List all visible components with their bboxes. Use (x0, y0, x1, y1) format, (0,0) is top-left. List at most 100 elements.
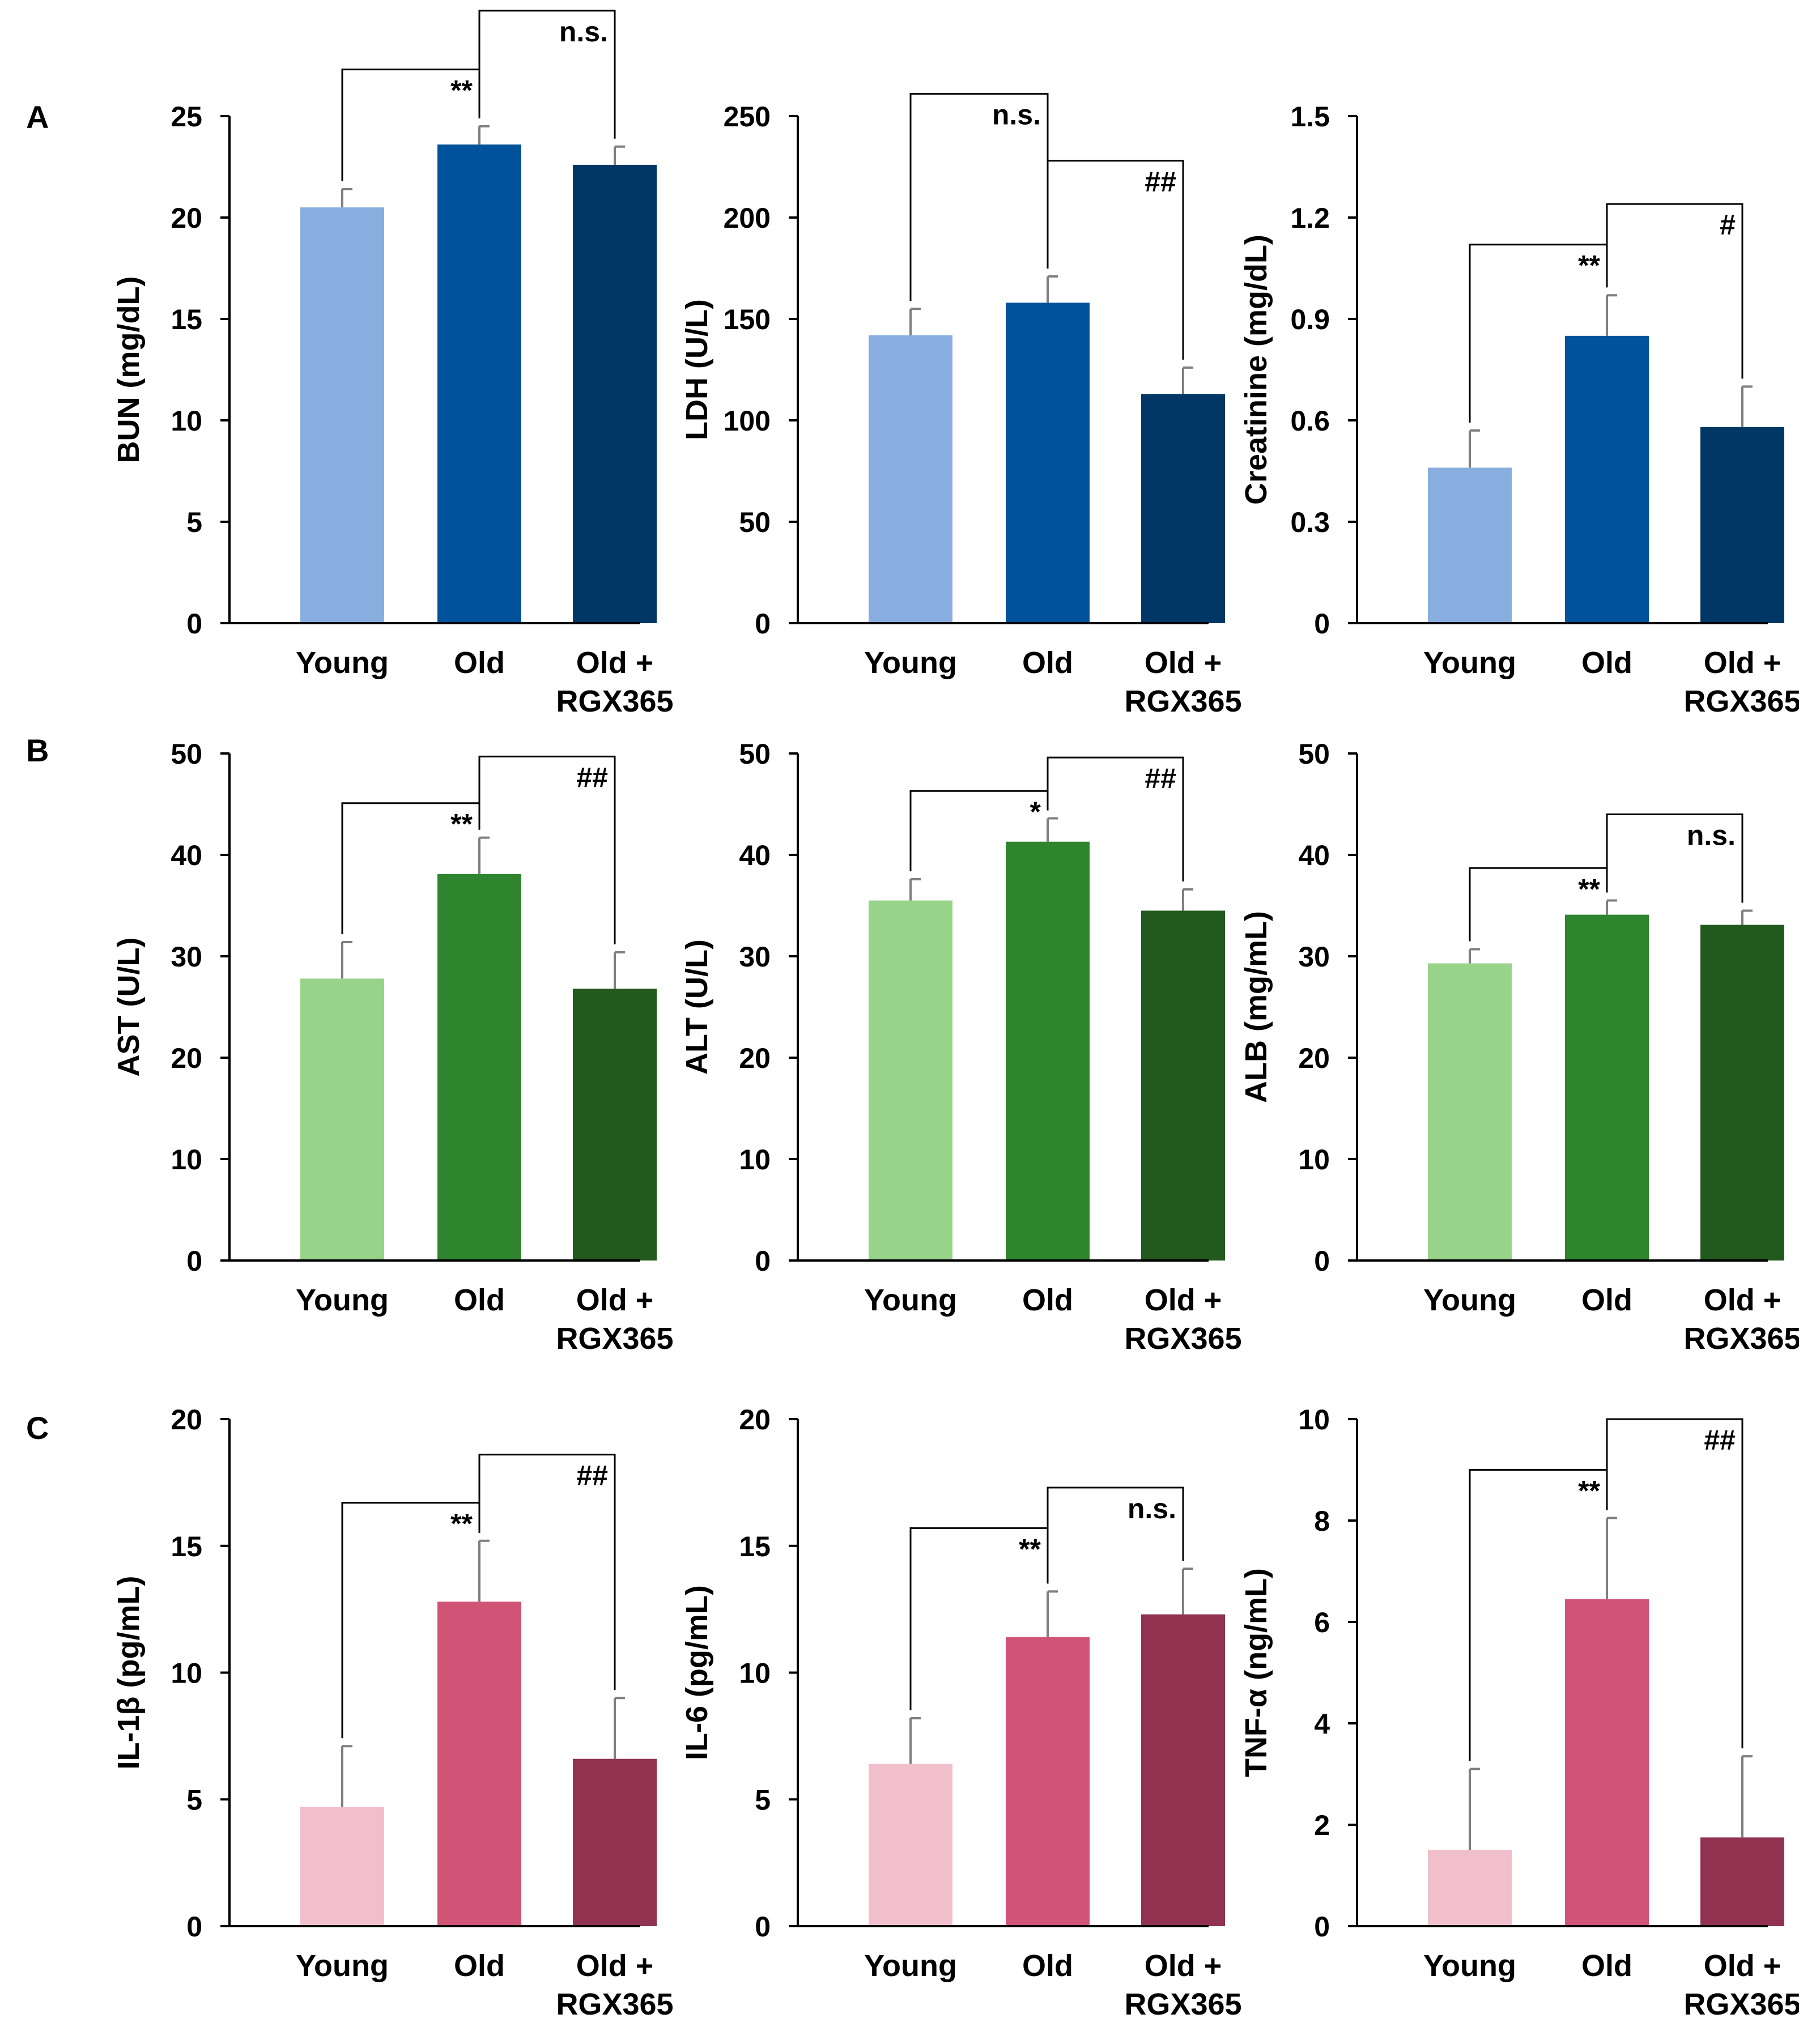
significance-label: ** (1019, 1533, 1041, 1565)
significance-label: n.s. (1128, 1493, 1176, 1525)
bar (573, 989, 657, 1261)
significance-label: n.s. (559, 16, 608, 48)
bar (1428, 467, 1512, 623)
bar (1700, 1837, 1784, 1926)
y-tick-label: 40 (1298, 840, 1330, 871)
significance-bracket (1606, 1418, 1743, 1749)
x-tick-label: RGX365 (1124, 684, 1241, 718)
chart-9: 0 2 4 6 8 10 TNF-α (ng/mL) Young Old Old + RGX365 *… (1239, 1404, 1799, 2021)
y-tick-label: 100 (724, 405, 771, 437)
y-axis-label: LDH (U/L) (680, 299, 714, 440)
y-tick-label: 50 (1298, 738, 1330, 770)
y-tick-label: 1.5 (1290, 101, 1330, 133)
y-tick-label: 5 (186, 506, 202, 538)
significance-label: ** (1578, 250, 1600, 282)
x-tick-label: RGX365 (1683, 1322, 1799, 1356)
y-tick-label: 30 (739, 941, 771, 973)
bar (869, 1764, 952, 1926)
significance-label: ** (450, 75, 473, 107)
y-axis-label: ALB (mg/mL) (1239, 911, 1273, 1103)
bar (573, 1758, 657, 1926)
y-tick-label: 10 (1298, 1404, 1330, 1436)
y-tick-label: 10 (739, 1658, 771, 1689)
bar (1565, 335, 1649, 623)
x-tick-label: Young (864, 1949, 957, 1983)
significance-label: ## (576, 1460, 608, 1492)
y-tick-label: 8 (1314, 1505, 1330, 1537)
y-tick-label: 50 (171, 738, 202, 770)
y-tick-label: 0 (1314, 1911, 1330, 1943)
x-tick-label: Young (1423, 1949, 1516, 1983)
significance-label: ** (1578, 873, 1600, 905)
y-tick-label: 20 (739, 1404, 771, 1436)
y-tick-label: 15 (171, 304, 202, 335)
x-tick-label: Young (296, 1949, 389, 1983)
chart-8: 0 5 10 15 20 IL-6 (pg/mL) Young Old Old + RGX365 *… (680, 1404, 1242, 2021)
x-tick-label: Old (1581, 646, 1632, 680)
chart-7: 0 5 10 15 20 IL-1β (pg/mL) Young Old Old + RGX365… (112, 1404, 674, 2021)
x-tick-label: Young (1423, 646, 1516, 680)
bar (1428, 1850, 1512, 1926)
y-tick-label: 5 (755, 1784, 771, 1816)
x-tick-label: Young (1423, 1283, 1516, 1317)
x-tick-label: RGX365 (556, 684, 673, 718)
bar (300, 1807, 384, 1926)
y-tick-label: 15 (739, 1531, 771, 1562)
y-tick-label: 20 (171, 1042, 202, 1074)
y-tick-label: 40 (171, 840, 202, 871)
y-tick-label: 10 (171, 405, 202, 437)
bar (1006, 841, 1090, 1261)
y-axis-label: IL-6 (pg/mL) (680, 1585, 714, 1760)
chart-6: 0 10 20 30 40 50 ALB (mg/mL) Young Old Old + RGX36… (1239, 738, 1799, 1356)
y-tick-label: 0 (186, 1245, 202, 1277)
chart-2: 0 50 100 150 200 250 LDH (U/L) Young Old Old + RGX… (680, 93, 1242, 718)
significance-label: ** (450, 1508, 473, 1540)
x-tick-label: Old + (1704, 646, 1781, 680)
y-tick-label: 0 (755, 1911, 771, 1943)
x-tick-label: Old (1022, 1283, 1073, 1317)
x-tick-label: RGX365 (556, 1987, 673, 2021)
y-tick-label: 20 (739, 1042, 771, 1074)
y-tick-label: 0 (186, 608, 202, 640)
y-tick-label: 2 (1314, 1809, 1330, 1841)
y-tick-label: 1.2 (1290, 202, 1330, 234)
x-tick-label: Young (296, 1283, 389, 1317)
x-tick-label: Old + (576, 1949, 654, 1983)
x-tick-label: RGX365 (1683, 684, 1799, 718)
x-tick-label: Old (1581, 1949, 1632, 1983)
x-tick-label: Old + (1145, 646, 1222, 680)
significance-bracket (1047, 160, 1184, 360)
y-tick-label: 20 (1298, 1042, 1330, 1074)
bar (1428, 963, 1512, 1261)
bar (1565, 914, 1649, 1261)
bar (300, 978, 384, 1261)
panel-label-a: A (26, 99, 49, 135)
bar (437, 1602, 521, 1926)
y-tick-label: 4 (1314, 1708, 1330, 1740)
bar (437, 874, 521, 1261)
y-tick-label: 6 (1314, 1607, 1330, 1638)
y-axis-label: AST (U/L) (112, 938, 146, 1077)
y-tick-label: 150 (724, 304, 771, 335)
significance-label: * (1030, 796, 1041, 828)
y-tick-label: 10 (171, 1144, 202, 1176)
y-tick-label: 15 (171, 1531, 202, 1562)
x-tick-label: Old (454, 646, 505, 680)
y-axis-label: Creatinine (mg/dL) (1239, 235, 1273, 505)
y-tick-label: 50 (739, 506, 771, 538)
bar (300, 207, 384, 624)
y-tick-label: 200 (724, 202, 771, 234)
significance-label: ** (1578, 1475, 1600, 1507)
x-tick-label: Old (454, 1283, 505, 1317)
significance-label: # (1720, 209, 1736, 241)
y-tick-label: 0 (186, 1911, 202, 1943)
x-tick-label: Old + (1704, 1283, 1781, 1317)
bar (869, 900, 952, 1261)
bar (1141, 910, 1225, 1261)
panel-label-c: C (26, 1410, 49, 1446)
bar (1700, 925, 1784, 1261)
x-tick-label: RGX365 (556, 1322, 673, 1356)
chart-1: 0 5 10 15 20 25 BUN (mg/dL) Young Old Old + RGX365… (112, 10, 674, 718)
